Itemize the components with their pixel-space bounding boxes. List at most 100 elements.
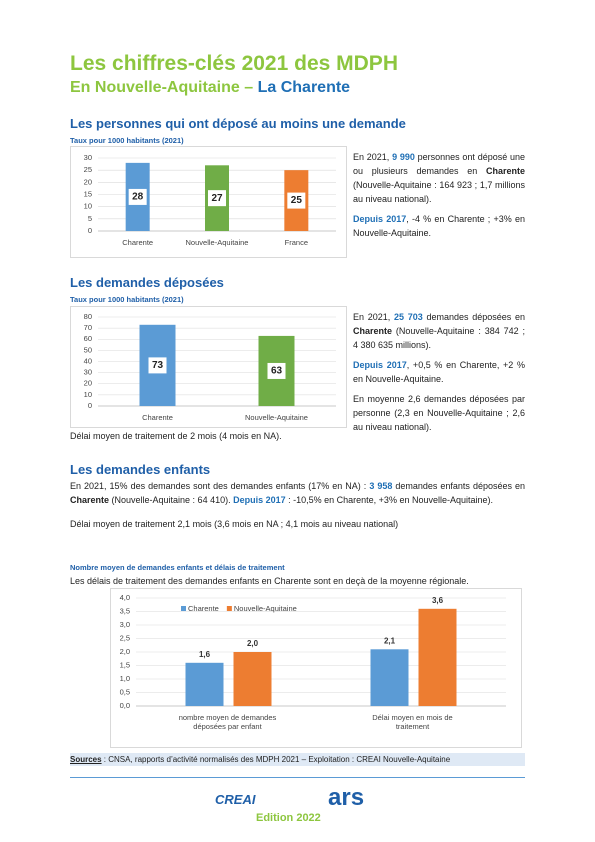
y-tick-label: 20 bbox=[84, 177, 92, 186]
paragraph: En 2021, 15% des demandes sont des deman… bbox=[70, 479, 525, 507]
run: demandes déposées en bbox=[422, 312, 526, 322]
run: Délai moyen de traitement 2,1 mois (3,6 … bbox=[70, 519, 399, 529]
bar bbox=[185, 662, 224, 706]
y-tick-label: 5 bbox=[88, 214, 92, 223]
text: En 2021, 9 990 personnes ont déposé une … bbox=[353, 150, 525, 246]
y-tick-label: 3,5 bbox=[120, 606, 130, 615]
y-tick-label: 30 bbox=[84, 153, 92, 162]
paragraph: Depuis 2017, -4 % en Charente ; +3% en N… bbox=[353, 212, 525, 240]
run: Depuis 2017 bbox=[353, 360, 407, 370]
run: En moyenne 2,6 demandes déposées par per… bbox=[353, 394, 525, 432]
data-label: 25 bbox=[291, 195, 303, 206]
legend-swatch bbox=[181, 606, 186, 611]
y-tick-label: 20 bbox=[84, 379, 92, 388]
run: Depuis 2017 bbox=[353, 214, 407, 224]
heading: Les demandes déposées bbox=[70, 275, 224, 290]
paragraph: En 2021, 25 703 demandes déposées en Cha… bbox=[353, 310, 525, 352]
y-tick-label: 4,0 bbox=[120, 593, 130, 602]
run: Charente bbox=[485, 166, 525, 176]
run: (Nouvelle-Aquitaine : 164 923 ; 1,7 mill… bbox=[353, 180, 525, 204]
run: Charente bbox=[353, 326, 393, 336]
sources-label: Sources bbox=[70, 755, 102, 764]
run: En 2021, bbox=[353, 152, 393, 162]
run: En 2021, bbox=[353, 312, 394, 322]
run: (Nouvelle-Aquitaine : 64 410). bbox=[109, 495, 234, 505]
y-tick-label: 3,0 bbox=[120, 620, 130, 629]
x-tick-label: nombre moyen de demandes déposées par en… bbox=[178, 713, 277, 731]
y-tick-label: 1,5 bbox=[120, 660, 130, 669]
y-tick-label: 0,5 bbox=[120, 687, 130, 696]
run: 25 703 bbox=[393, 312, 423, 322]
data-label: 27 bbox=[211, 193, 223, 204]
dept: La Charente bbox=[257, 79, 351, 96]
label-box bbox=[148, 357, 167, 374]
y-tick-label: 80 bbox=[84, 312, 92, 321]
x-tick-label: Délai moyen en mois de traitement bbox=[372, 713, 453, 731]
y-tick-label: 0 bbox=[88, 401, 92, 410]
chart-subtitle: Les délais de traitement des demandes en… bbox=[70, 576, 469, 586]
label-box bbox=[128, 188, 147, 205]
y-tick-label: 50 bbox=[84, 345, 92, 354]
run: , -4 % en Charente ; +3% en Nouvelle-Aqu… bbox=[353, 214, 525, 238]
region: En Nouvelle-Aquitaine – bbox=[70, 79, 254, 96]
x-tick-label: Nouvelle-Aquitaine bbox=[245, 413, 308, 422]
x-tick-label: France bbox=[285, 238, 308, 247]
y-tick-label: 25 bbox=[84, 165, 92, 174]
paragraph: Depuis 2017, +0,5 % en Charente, +2 % en… bbox=[353, 358, 525, 386]
chart: 0,0 0,5 1,0 1,5 2,0 2,5 3,0 3,5 4,0 1,6 2,0 2,1 3,6 C… bbox=[110, 588, 522, 748]
y-tick-label: 10 bbox=[84, 390, 92, 399]
y-tick-label: 10 bbox=[84, 202, 92, 211]
label-box bbox=[267, 362, 286, 379]
label-box bbox=[208, 190, 226, 207]
run: demandes enfants déposées en bbox=[392, 481, 525, 491]
text: En 2021, 15% des demandes sont des deman… bbox=[70, 479, 525, 537]
run: : -10,5% en Charente, +3% en Nouvelle-Aq… bbox=[285, 495, 493, 505]
bar bbox=[418, 608, 457, 706]
y-tick-label: 60 bbox=[84, 334, 92, 343]
data-label: 63 bbox=[271, 366, 283, 377]
y-tick-label: 1,0 bbox=[120, 674, 130, 683]
subtitle: En Nouvelle-Aquitaine – La Charente bbox=[70, 79, 350, 97]
heading: Les demandes enfants bbox=[70, 462, 211, 477]
paragraph: En moyenne 2,6 demandes déposées par per… bbox=[353, 392, 525, 434]
y-tick-label: 2,5 bbox=[120, 633, 130, 642]
bar bbox=[233, 652, 272, 706]
bar bbox=[370, 649, 409, 706]
title: Les chiffres-clés 2021 des MDPH bbox=[70, 52, 398, 75]
data-label: 2,1 bbox=[384, 636, 396, 645]
data-label: 3,6 bbox=[432, 596, 444, 605]
chart-title: Nombre moyen de demandes enfants et déla… bbox=[70, 563, 285, 572]
run: , +0,5 % en Charente, +2 % en Nouvelle-A… bbox=[353, 360, 525, 384]
chart: 0 5 10 15 20 25 30 Charente 28 Nouvelle-Aquitaine… bbox=[70, 146, 347, 258]
paragraph: En 2021, 9 990 personnes ont déposé une … bbox=[353, 150, 525, 206]
heading: Les personnes qui ont déposé au moins un… bbox=[70, 116, 406, 131]
chart-subtitle: Taux pour 1000 habitants (2021) bbox=[70, 136, 184, 145]
y-tick-label: 70 bbox=[84, 323, 92, 332]
logo: CREAI bbox=[215, 792, 256, 807]
note: Délai moyen de traitement de 2 mois (4 m… bbox=[70, 431, 282, 441]
y-tick-label: 2,0 bbox=[120, 647, 130, 656]
y-tick-label: 30 bbox=[84, 368, 92, 377]
data-label: 28 bbox=[132, 192, 144, 203]
y-tick-label: 0 bbox=[88, 226, 92, 235]
run: 9 990 bbox=[392, 152, 415, 162]
chart: 0 10 20 30 40 50 60 70 80 Charente 73 Nouvelle-Aqui… bbox=[70, 306, 347, 428]
legend-label: Charente bbox=[188, 604, 219, 613]
chart-subtitle: Taux pour 1000 habitants (2021) bbox=[70, 295, 184, 304]
run: En 2021, 15% des demandes sont des deman… bbox=[70, 481, 370, 491]
chart-area: 0,0 0,5 1,0 1,5 2,0 2,5 3,0 3,5 4,0 1,6 2,0 2,1 3,6 C… bbox=[110, 588, 522, 748]
y-tick-label: 40 bbox=[84, 356, 92, 365]
run: (Nouvelle-Aquitaine : 384 742 ; 4 380 63… bbox=[353, 326, 525, 350]
paragraph: Délai moyen de traitement 2,1 mois (3,6 … bbox=[70, 517, 525, 531]
run: Charente bbox=[70, 495, 110, 505]
legend-swatch bbox=[226, 606, 232, 611]
label-box bbox=[287, 192, 306, 209]
x-tick-label: Charente bbox=[122, 238, 153, 247]
data-label: 2,0 bbox=[247, 639, 259, 648]
x-tick-label: Charente bbox=[142, 413, 173, 422]
run: personnes ont déposé une ou plusieurs de… bbox=[353, 152, 525, 176]
run: Depuis 2017 bbox=[233, 495, 286, 505]
x-tick-label: Nouvelle-Aquitaine bbox=[186, 238, 249, 247]
rule bbox=[70, 777, 525, 778]
